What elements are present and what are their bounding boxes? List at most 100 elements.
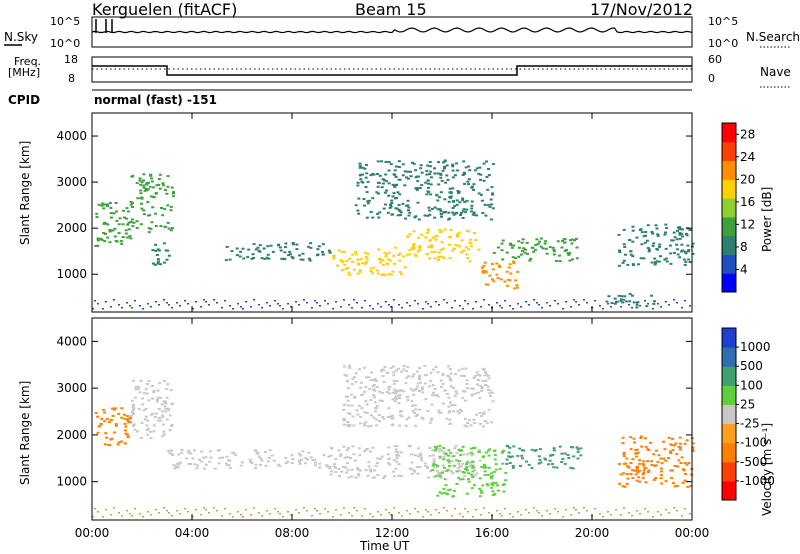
data-cell: [428, 385, 431, 388]
data-cell: [424, 465, 428, 468]
data-cell: [454, 373, 457, 376]
data-cell: [179, 513, 181, 515]
data-cell: [477, 450, 481, 453]
data-cell: [168, 304, 170, 306]
data-cell: [102, 203, 106, 206]
velocity-ylabel: Slant Range [km]: [18, 380, 32, 485]
data-cell: [465, 466, 469, 469]
data-cell: [635, 236, 639, 239]
data-cell: [437, 183, 441, 186]
data-cell: [517, 303, 519, 305]
data-cell: [515, 286, 519, 289]
data-cell: [475, 509, 477, 511]
data-cell: [461, 462, 465, 465]
data-cell: [398, 424, 401, 427]
data-cell: [367, 425, 371, 428]
data-cell: [363, 251, 367, 254]
data-cell: [488, 205, 492, 208]
data-cell: [576, 448, 580, 451]
data-cell: [266, 302, 268, 304]
data-cell: [335, 509, 337, 511]
data-cell: [338, 475, 341, 478]
data-cell: [471, 453, 475, 455]
data-cell: [471, 476, 475, 479]
data-cell: [437, 251, 441, 254]
data-cell: [640, 231, 644, 234]
data-cell: [647, 449, 651, 451]
data-cell: [118, 304, 120, 306]
data-cell: [306, 302, 308, 304]
data-cell: [380, 160, 383, 163]
data-cell: [420, 388, 424, 391]
data-cell: [387, 407, 391, 410]
data-cell: [129, 305, 131, 307]
data-cell: [251, 253, 255, 256]
data-cell: [639, 228, 643, 231]
data-cell: [346, 421, 350, 423]
data-cell: [635, 469, 639, 472]
data-cell: [332, 516, 334, 518]
data-cell: [398, 193, 402, 196]
data-cell: [137, 408, 141, 411]
data-cell: [455, 470, 459, 473]
data-cell: [309, 246, 313, 249]
data-cell: [338, 454, 342, 457]
data-cell: [134, 396, 138, 399]
data-cell: [440, 471, 444, 474]
data-cell: [457, 462, 461, 465]
data-cell: [607, 303, 609, 305]
data-cell: [464, 246, 468, 249]
data-cell: [371, 446, 375, 449]
data-cell: [668, 304, 670, 306]
data-cell: [357, 404, 361, 407]
data-cell: [664, 231, 667, 234]
data-cell: [461, 396, 465, 399]
data-cell: [664, 459, 668, 462]
data-cell: [449, 196, 453, 199]
data-cell: [459, 214, 463, 216]
data-cell: [681, 468, 685, 471]
data-cell: [496, 302, 498, 304]
data-cell: [673, 236, 677, 239]
data-cell: [558, 254, 561, 257]
data-cell: [388, 415, 392, 418]
data-cell: [467, 419, 471, 422]
data-cell: [380, 455, 384, 458]
data-cell: [358, 469, 362, 472]
data-cell: [295, 301, 297, 303]
data-cell: [403, 266, 407, 269]
data-cell: [448, 410, 452, 413]
data-cell: [579, 447, 583, 450]
data-cell: [373, 377, 377, 380]
data-cell: [638, 480, 642, 483]
data-cell: [483, 419, 487, 422]
data-cell: [672, 444, 676, 447]
data-cell: [635, 479, 639, 482]
data-cell: [448, 401, 452, 404]
data-cell: [132, 423, 136, 426]
x-tick-label: 16:00: [475, 526, 510, 540]
data-cell: [457, 476, 461, 479]
data-cell: [418, 187, 422, 189]
data-cell: [143, 189, 147, 192]
data-cell: [478, 477, 482, 480]
data-cell: [679, 250, 683, 253]
data-cell: [433, 172, 437, 175]
data-cell: [217, 462, 221, 465]
data-cell: [149, 173, 153, 176]
data-cell: [352, 453, 356, 456]
data-cell: [506, 284, 509, 287]
data-cell: [428, 161, 432, 163]
data-cell: [632, 437, 636, 440]
data-cell: [460, 239, 464, 242]
data-cell: [621, 261, 625, 264]
data-cell: [636, 510, 638, 512]
data-cell: [392, 192, 396, 195]
data-cell: [472, 188, 476, 191]
data-cell: [334, 458, 338, 460]
data-cell: [253, 299, 255, 301]
data-cell: [473, 422, 477, 424]
data-cell: [354, 372, 358, 375]
data-cell: [126, 236, 130, 239]
data-cell: [488, 512, 490, 514]
